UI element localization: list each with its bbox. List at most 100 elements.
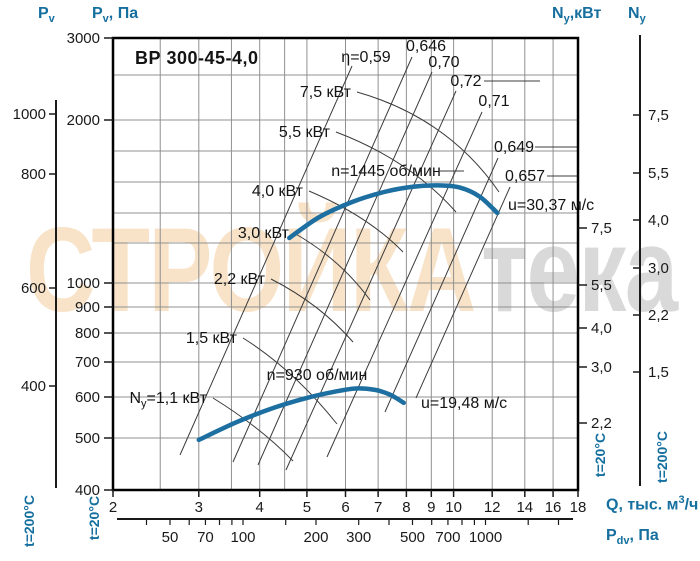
power-line <box>356 91 500 193</box>
header-text: P <box>606 527 617 544</box>
efficiency-line <box>326 111 483 458</box>
tick-label-pdv: 500 <box>400 529 425 546</box>
power-line <box>308 190 404 253</box>
tick-label-q: 18 <box>570 499 587 516</box>
speed-label: n=1445 об/мин <box>331 163 441 180</box>
efficiency-label: 0,71 <box>478 93 509 110</box>
axis-header-ny-inner: Ny,кВт <box>552 5 601 25</box>
header-sub: dv <box>616 535 630 548</box>
tick-label-pv-inner: 900 <box>75 299 100 316</box>
power-line <box>270 278 354 343</box>
tick-label-pv-inner: 400 <box>75 482 100 499</box>
power-label: 5,5 кВт <box>279 124 331 141</box>
power-line <box>293 232 371 301</box>
tick-label-pv-inner: 3000 <box>67 30 100 47</box>
tick-label-q: 12 <box>484 499 501 516</box>
tick-label-pv-outer: 1000 <box>13 106 46 123</box>
tick-label-pv-outer: 400 <box>21 378 46 395</box>
fan-curve <box>287 183 500 241</box>
tick-label-pdv: 200 <box>303 529 328 546</box>
tick-label-q: 2 <box>109 499 117 516</box>
tick-label-pv-inner: 1000 <box>67 275 100 292</box>
power-line <box>212 397 294 462</box>
tick-label-ny-inner: 3,0 <box>591 359 612 376</box>
efficiency-label: η=0,59 <box>341 49 390 66</box>
tick-label-pv-inner: 600 <box>75 389 100 406</box>
header-text: N <box>552 5 564 22</box>
axis-header-pv-inner: Pv, Па <box>92 5 138 25</box>
efficiency-line <box>285 90 457 471</box>
header-sub: v <box>48 13 55 26</box>
efficiency-line <box>384 157 499 413</box>
header-text: P <box>38 5 49 22</box>
tick-label-q: 16 <box>545 499 562 516</box>
header-text: /ч <box>684 496 699 514</box>
efficiency-label: 0,72 <box>450 73 481 90</box>
header-text: , Па <box>108 5 139 22</box>
header-sub: y <box>563 13 570 26</box>
axis-header-pv-outer: Pv <box>38 5 55 25</box>
header-sub: y <box>639 13 646 26</box>
power-line <box>335 131 457 213</box>
temp-label-right-inner: t=20°C <box>592 432 608 478</box>
tick-label-pv-inner: 700 <box>75 354 100 371</box>
efficiency-label: 0,646 <box>406 38 446 55</box>
header-text: N <box>628 5 640 22</box>
tick-label-q: 4 <box>256 499 264 516</box>
tick-label-pdv: 70 <box>197 529 214 546</box>
tick-label-q: 14 <box>516 499 533 516</box>
header-text: P <box>92 5 103 22</box>
power-label: 3,0 кВт <box>238 225 290 242</box>
tick-label-pdv: 300 <box>346 529 371 546</box>
efficiency-label: 0,649 <box>494 139 534 156</box>
fan-curve <box>196 386 406 443</box>
tick-label-ny-inner: 5,5 <box>591 277 612 294</box>
tick-label-q: 9 <box>427 499 435 516</box>
tick-label-q: 8 <box>402 499 410 516</box>
chart-title: ВР 300-45-4,0 <box>135 48 259 68</box>
tick-label-q: 6 <box>341 499 349 516</box>
power-label: 2,2 кВт <box>214 271 266 288</box>
power-line <box>242 337 338 425</box>
tick-label-pv-inner: 2000 <box>67 112 100 129</box>
power-label: Ny=1,1 кВт <box>129 390 207 410</box>
efficiency-line <box>257 71 433 466</box>
header-sub: v <box>102 13 109 26</box>
header-text: ,кВт <box>569 5 602 22</box>
tick-label-ny-outer: 5,5 <box>648 165 669 182</box>
u-speed-label: u=19,48 м/с <box>421 395 507 412</box>
tick-label-pdv: 700 <box>435 529 460 546</box>
header-text: Q, тыс. м <box>606 496 679 514</box>
watermark: СТРОЙКАтека <box>26 210 678 330</box>
tick-label-pv-outer: 800 <box>21 166 46 183</box>
axis-header-pdv: Pdv, Па <box>606 527 659 547</box>
tick-label-pdv: 1000 <box>469 529 502 546</box>
power-label: 1,5 кВт <box>186 330 238 347</box>
efficiency-line <box>415 186 511 399</box>
tick-label-pv-inner: 500 <box>75 430 100 447</box>
tick-label-pdv: 100 <box>230 529 255 546</box>
temp-label-left-inner: t=20°C <box>86 495 102 541</box>
speed-label: n=930 об/мин <box>267 367 368 384</box>
watermark-text-right: тека <box>481 203 678 337</box>
temp-label-left-outer: t=200°C <box>21 495 37 547</box>
watermark-text-left: СТРОЙКА <box>26 203 476 337</box>
axis-header-q: Q, тыс. м3/ч <box>606 494 698 514</box>
efficiency-label: 0,657 <box>505 168 545 185</box>
header-text: , Па <box>629 527 659 544</box>
header-sup: 3 <box>678 494 685 506</box>
tick-label-ny-outer: 4,0 <box>648 212 669 229</box>
power-label: 7,5 кВт <box>300 84 352 101</box>
tick-label-q: 3 <box>195 499 203 516</box>
efficiency-line <box>179 65 353 456</box>
axis-header-ny-outer: Ny <box>628 5 646 25</box>
efficiency-label: 0,70 <box>428 54 459 71</box>
u-speed-label: u=30,37 м/с <box>508 197 594 214</box>
tick-label-pdv: 50 <box>162 529 179 546</box>
efficiency-line <box>232 56 413 463</box>
tick-label-ny-outer: 3,0 <box>648 260 669 277</box>
temp-label-right-outer: t=200°C <box>654 431 670 483</box>
tick-label-q: 7 <box>374 499 382 516</box>
